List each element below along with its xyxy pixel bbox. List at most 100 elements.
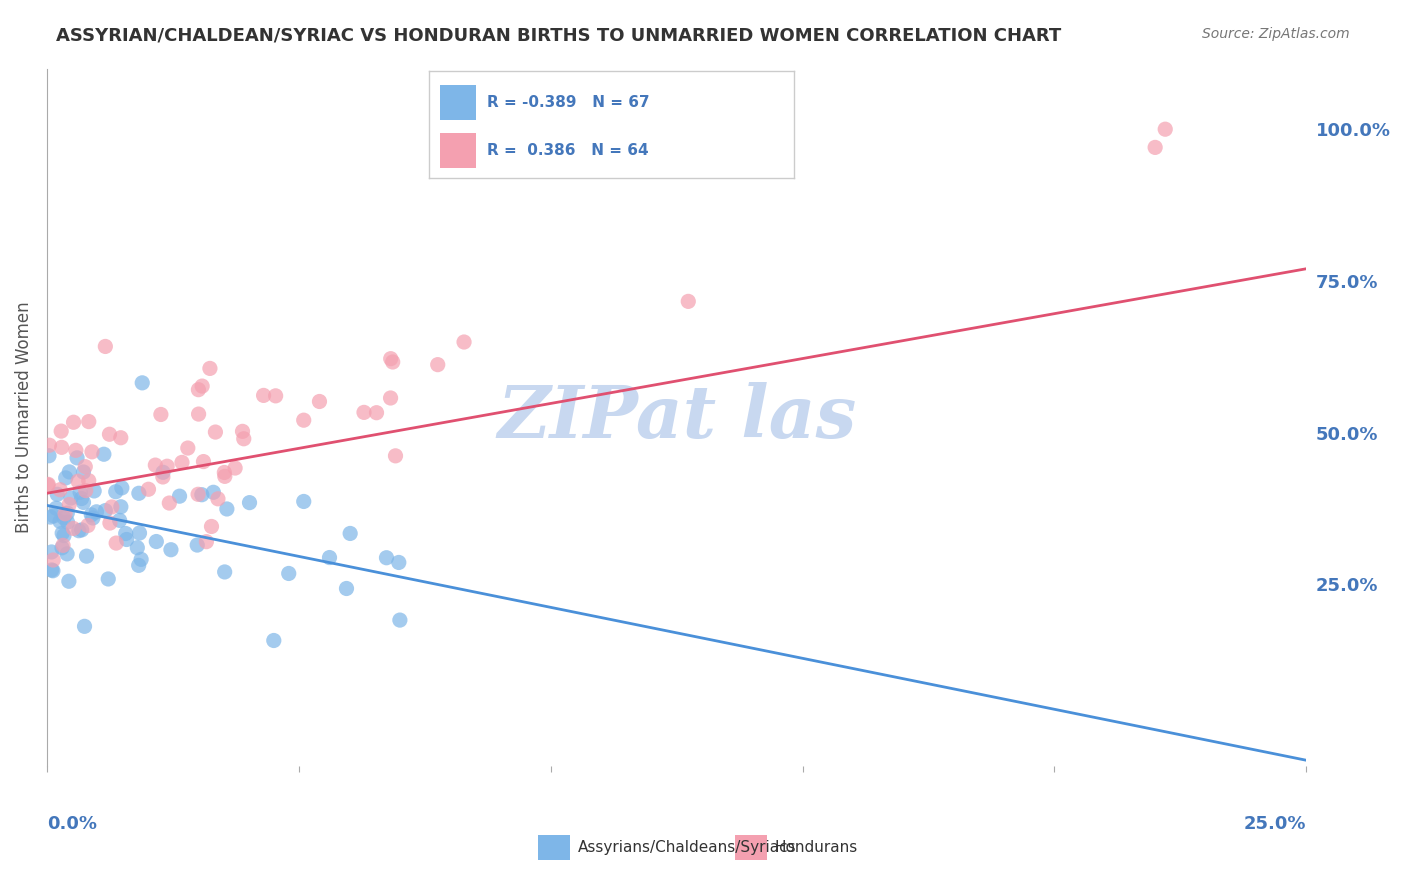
Point [198, 361, 221, 376]
Point [277, 566, 299, 581]
Point [94, 339, 117, 353]
Point [131, 376, 153, 390]
Point [72, 465, 94, 479]
Point [264, 389, 287, 403]
Point [108, 513, 131, 527]
Point [66, 450, 89, 465]
Point [39, 510, 62, 524]
Point [156, 459, 179, 474]
Point [70, 523, 93, 537]
Point [41, 545, 63, 559]
Point [41, 563, 63, 577]
FancyBboxPatch shape [538, 835, 569, 860]
Point [678, 294, 700, 309]
Point [207, 491, 229, 506]
Point [187, 487, 209, 501]
Point [56, 547, 79, 561]
Point [51, 441, 73, 455]
Point [83, 483, 105, 498]
Point [191, 488, 214, 502]
Text: 25.0%: 25.0% [1244, 815, 1306, 833]
Point [98, 516, 121, 530]
Point [252, 388, 274, 402]
FancyBboxPatch shape [440, 134, 477, 168]
Point [77, 415, 100, 429]
Point [200, 519, 222, 533]
Point [77, 518, 100, 533]
Y-axis label: Births to Unmarried Women: Births to Unmarried Women [15, 301, 32, 533]
Point [94, 503, 117, 517]
Point [224, 461, 246, 475]
Point [110, 500, 132, 514]
Point [292, 413, 315, 427]
Point [238, 495, 260, 509]
Point [72, 495, 94, 509]
Point [381, 355, 404, 369]
Point [93, 447, 115, 461]
Point [129, 552, 152, 566]
Point [426, 358, 449, 372]
Point [51, 424, 73, 438]
Point [111, 481, 134, 495]
Point [380, 391, 402, 405]
Point [1144, 140, 1167, 154]
Point [45, 501, 67, 516]
Point [128, 486, 150, 500]
Point [82, 511, 104, 525]
Point [77, 474, 100, 488]
Point [49, 483, 72, 497]
Point [231, 425, 253, 439]
Point [160, 542, 183, 557]
Point [98, 427, 121, 442]
Point [384, 449, 406, 463]
Point [62, 521, 84, 535]
Point [157, 496, 180, 510]
Point [67, 524, 90, 538]
Text: 0.0%: 0.0% [46, 815, 97, 833]
Point [51, 526, 73, 541]
Point [37, 478, 59, 492]
Point [186, 538, 208, 552]
Point [97, 572, 120, 586]
Point [145, 534, 167, 549]
Point [67, 474, 90, 488]
Point [42, 564, 65, 578]
Text: ASSYRIAN/CHALDEAN/SYRIAC VS HONDURAN BIRTHS TO UNMARRIED WOMEN CORRELATION CHART: ASSYRIAN/CHALDEAN/SYRIAC VS HONDURAN BIR… [56, 27, 1062, 45]
Point [73, 619, 96, 633]
Point [62, 415, 84, 429]
Text: Source: ZipAtlas.com: Source: ZipAtlas.com [1202, 27, 1350, 41]
Point [46, 487, 69, 501]
Point [138, 482, 160, 496]
Point [114, 526, 136, 541]
Point [353, 405, 375, 419]
Point [37, 477, 59, 491]
Point [149, 408, 172, 422]
Point [128, 526, 150, 541]
Point [42, 553, 65, 567]
Point [105, 536, 128, 550]
Point [335, 582, 357, 596]
FancyBboxPatch shape [735, 835, 766, 860]
Point [69, 485, 91, 500]
Point [339, 526, 361, 541]
Point [380, 351, 402, 366]
Point [56, 515, 79, 529]
Point [101, 500, 124, 514]
Point [308, 394, 330, 409]
Point [202, 485, 225, 500]
Point [52, 538, 75, 552]
Point [75, 459, 97, 474]
Point [58, 574, 80, 589]
Point [51, 541, 73, 555]
Point [388, 613, 411, 627]
Point [152, 470, 174, 484]
Point [76, 549, 98, 563]
Point [115, 533, 138, 547]
Point [214, 469, 236, 483]
Point [195, 534, 218, 549]
Point [177, 441, 200, 455]
Point [169, 489, 191, 503]
Point [193, 454, 215, 468]
Point [453, 334, 475, 349]
Point [110, 431, 132, 445]
